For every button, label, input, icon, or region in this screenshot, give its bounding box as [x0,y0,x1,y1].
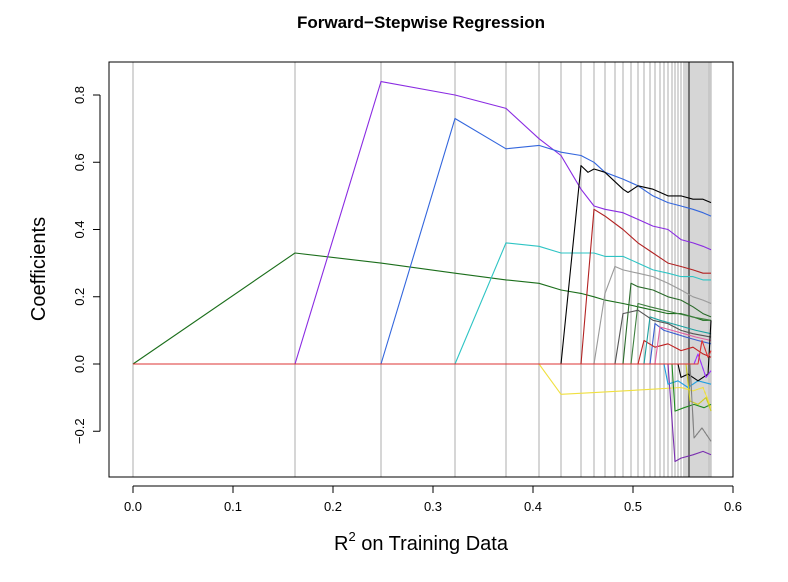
series-line [133,363,712,412]
series-line [133,309,712,365]
series-lines [132,81,712,463]
y-tick-label: 0.0 [72,355,87,373]
series-line [133,363,712,408]
series-line [133,316,712,365]
series-line [133,339,712,365]
series-line [132,252,711,365]
series-line [133,353,712,378]
grid-lines [132,62,712,477]
y-tick-label: 0.4 [72,220,87,238]
series-line [133,363,712,463]
x-axis-label-base: R [334,533,348,555]
x-tick-label: 0.6 [724,499,742,514]
x-tick-label: 0.1 [224,499,242,514]
series-line [133,363,712,442]
x-axis-label: R2 on Training Data [334,529,509,555]
series-line [133,363,712,412]
y-axis-label: Coefficients [28,217,50,321]
series-line [133,165,712,365]
series-line [133,265,712,365]
series-line [133,81,712,365]
y-tick-label: 0.2 [72,288,87,306]
x-tick-label: 0.4 [524,499,542,514]
y-tick-label: 0.8 [72,86,87,104]
series-line [133,323,712,365]
series-line [133,242,711,365]
series-line [133,302,712,365]
x-tick-label: 0.2 [324,499,342,514]
y-tick-label: 0.6 [72,153,87,171]
x-axis-label-rest: on Training Data [356,533,509,555]
x-tick-label: 0.0 [124,499,142,514]
series-line [133,363,712,389]
x-tick-label: 0.3 [424,499,442,514]
series-line [133,208,711,365]
chart-title: Forward−Stepwise Regression [297,13,545,32]
y-tick-label: −0.2 [72,418,87,444]
series-line [133,117,712,365]
x-axis-label-sup: 2 [348,529,355,544]
y-axis: −0.2 0.0 0.2 0.4 0.6 0.8 [72,86,101,444]
x-axis: 0.0 0.1 0.2 0.3 0.4 0.5 0.6 [124,485,742,514]
x-tick-label: 0.5 [624,499,642,514]
series-line [133,282,712,365]
plot-frame [108,61,734,478]
